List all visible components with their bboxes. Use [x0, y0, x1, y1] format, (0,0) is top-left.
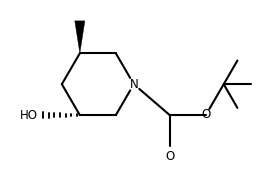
- Text: O: O: [201, 108, 210, 121]
- Text: N: N: [129, 78, 138, 91]
- Text: HO: HO: [19, 109, 37, 122]
- Polygon shape: [75, 21, 85, 53]
- Text: O: O: [165, 150, 175, 163]
